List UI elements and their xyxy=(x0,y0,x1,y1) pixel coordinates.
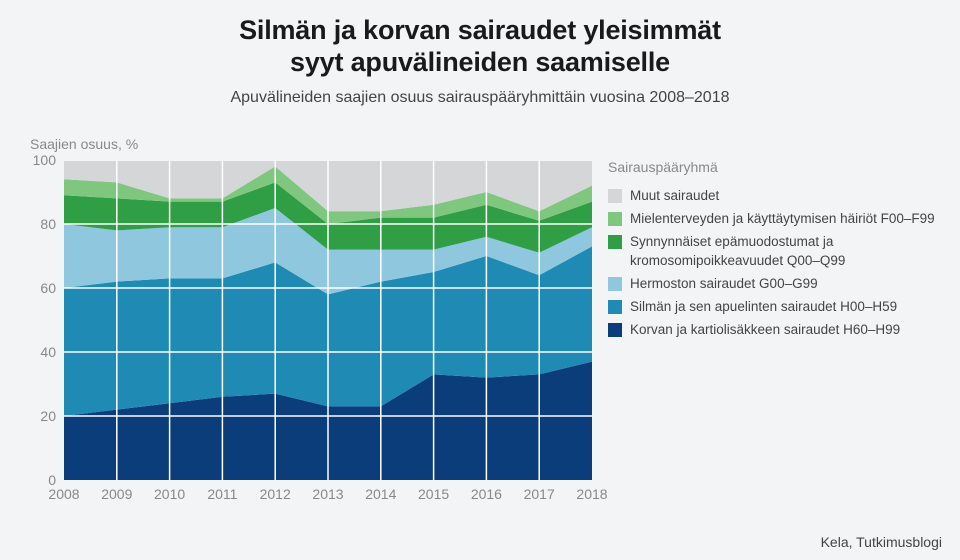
legend-swatch xyxy=(608,189,622,203)
x-tick: 2010 xyxy=(154,486,185,502)
x-tick: 2016 xyxy=(471,486,502,502)
legend-label: Silmän ja sen apuelinten sairaudet H00–H… xyxy=(630,298,897,316)
chart-container: Silmän ja korvan sairaudet yleisimmät sy… xyxy=(0,0,960,560)
source-label: Kela, Tutkimusblogi xyxy=(821,534,942,550)
title-line-1: Silmän ja korvan sairaudet yleisimmät xyxy=(239,15,721,45)
chart-subtitle: Apuvälineiden saajien osuus sairauspääry… xyxy=(0,89,960,107)
chart-title: Silmän ja korvan sairaudet yleisimmät sy… xyxy=(0,0,960,79)
legend-label: Mielenterveyden ja käyttäytymisen häiriö… xyxy=(630,210,935,228)
x-tick: 2015 xyxy=(418,486,449,502)
legend: Sairauspääryhmä Muut sairaudet Mielenterv… xyxy=(608,158,948,344)
legend-label: Hermoston sairaudet G00–G99 xyxy=(630,275,818,293)
legend-swatch xyxy=(608,277,622,291)
y-tick: 100 xyxy=(26,152,56,168)
legend-item: Korvan ja kartiolisäkkeen sairaudet H60–… xyxy=(608,321,948,339)
y-tick: 60 xyxy=(26,280,56,296)
legend-swatch xyxy=(608,212,622,226)
legend-item: Muut sairaudet xyxy=(608,187,948,205)
x-tick: 2011 xyxy=(207,486,237,502)
legend-title: Sairauspääryhmä xyxy=(608,158,948,177)
x-tick: 2017 xyxy=(524,486,555,502)
plot-area xyxy=(64,160,592,480)
legend-item: Synnynnäiset epämuodostumat ja kromosomi… xyxy=(608,233,948,269)
x-tick: 2013 xyxy=(312,486,343,502)
y-tick: 40 xyxy=(26,344,56,360)
legend-item: Silmän ja sen apuelinten sairaudet H00–H… xyxy=(608,298,948,316)
y-axis-title: Saajien osuus, % xyxy=(30,136,138,152)
x-tick: 2014 xyxy=(365,486,396,502)
legend-item: Hermoston sairaudet G00–G99 xyxy=(608,275,948,293)
x-tick: 2008 xyxy=(48,486,79,502)
y-tick: 20 xyxy=(26,408,56,424)
x-tick: 2009 xyxy=(101,486,132,502)
legend-item: Mielenterveyden ja käyttäytymisen häiriö… xyxy=(608,210,948,228)
legend-label: Synnynnäiset epämuodostumat ja kromosomi… xyxy=(630,233,948,269)
x-tick: 2012 xyxy=(260,486,291,502)
legend-swatch xyxy=(608,323,622,337)
legend-swatch xyxy=(608,300,622,314)
legend-swatch xyxy=(608,235,622,249)
legend-label: Muut sairaudet xyxy=(630,187,719,205)
legend-label: Korvan ja kartiolisäkkeen sairaudet H60–… xyxy=(630,321,900,339)
title-line-2: syyt apuvälineiden saamiselle xyxy=(290,47,670,77)
x-tick: 2018 xyxy=(576,486,607,502)
stacked-area-svg xyxy=(64,160,592,480)
y-tick: 80 xyxy=(26,216,56,232)
